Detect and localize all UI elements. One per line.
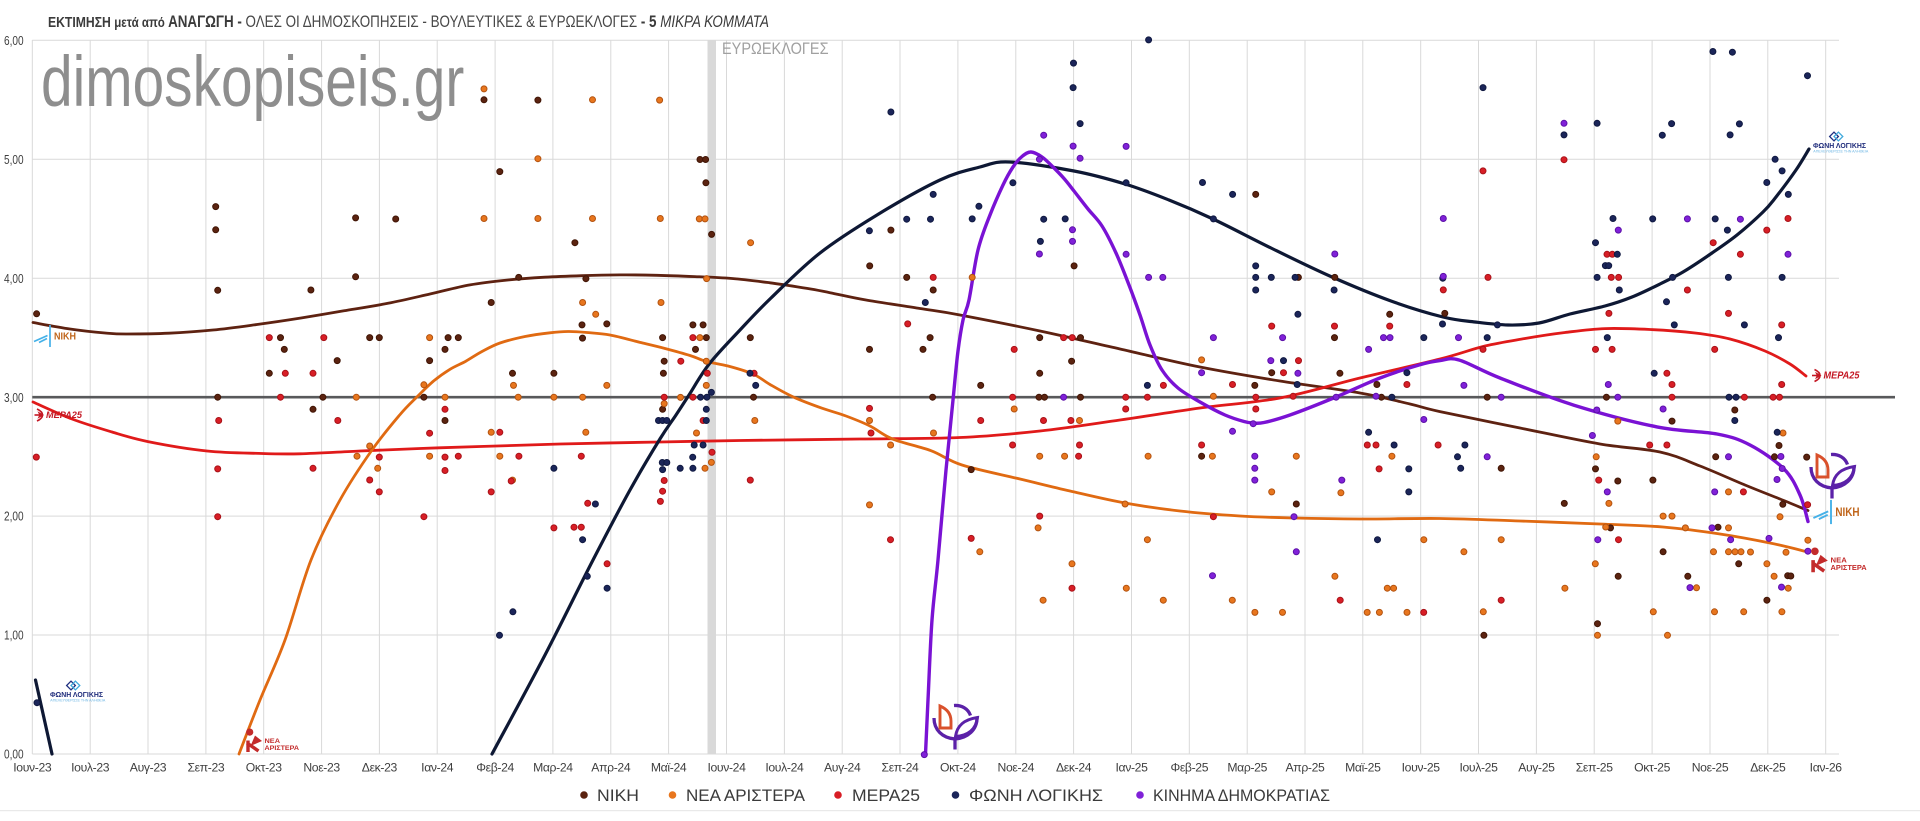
svg-text:dimoskopiseis.gr: dimoskopiseis.gr [41, 42, 464, 122]
svg-text:Δεκ-25: Δεκ-25 [1750, 761, 1786, 775]
svg-text:Ιαν-24: Ιαν-24 [421, 761, 454, 775]
svg-text:5,00: 5,00 [4, 154, 24, 167]
svg-text:ΝΙΚΗ: ΝΙΚΗ [1835, 505, 1859, 519]
svg-text:ΜΕΡΑ25: ΜΕΡΑ25 [852, 786, 920, 805]
svg-text:Νοε-25: Νοε-25 [1692, 761, 1729, 775]
svg-text:Μαρ-24: Μαρ-24 [533, 761, 573, 775]
svg-text:Μαρ-25: Μαρ-25 [1227, 761, 1267, 775]
svg-text:Αυγ-24: Αυγ-24 [824, 761, 861, 775]
svg-text:ΕΚΤΙΜΗΣΗ μετά από ΑΝΑΓΩΓΗ - ΟΛ: ΕΚΤΙΜΗΣΗ μετά από ΑΝΑΓΩΓΗ - ΟΛΕΣ ΟΙ ΔΗΜΟ… [48, 13, 769, 32]
svg-text:ΚΙΝΗΜΑ ΔΗΜΟΚΡΑΤΙΑΣ: ΚΙΝΗΜΑ ΔΗΜΟΚΡΑΤΙΑΣ [1153, 786, 1330, 805]
svg-text:Σεπ-23: Σεπ-23 [187, 761, 224, 775]
svg-text:ΑΡΙΣΤΕΡΑ: ΑΡΙΣΤΕΡΑ [1831, 565, 1867, 572]
svg-text:Οκτ-24: Οκτ-24 [940, 761, 976, 775]
svg-text:2,00: 2,00 [4, 511, 24, 524]
svg-text:1,00: 1,00 [4, 630, 24, 643]
svg-text:Ιαν-26: Ιαν-26 [1810, 761, 1843, 775]
svg-text:ΦΩΝΗ ΛΟΓΙΚΗΣ: ΦΩΝΗ ΛΟΓΙΚΗΣ [50, 690, 103, 699]
svg-text:Απρ-25: Απρ-25 [1286, 761, 1326, 775]
svg-text:ΦΩΝΗ ΛΟΓΙΚΗΣ: ΦΩΝΗ ΛΟΓΙΚΗΣ [1813, 141, 1866, 150]
svg-text:ΝΙΚΗ: ΝΙΚΗ [597, 786, 639, 805]
svg-text:0,00: 0,00 [4, 749, 24, 762]
svg-text:ΝΕΑ: ΝΕΑ [1831, 558, 1847, 565]
svg-text:ΝΙΚΗ: ΝΙΚΗ [54, 331, 76, 343]
svg-text:Ιουν-25: Ιουν-25 [1402, 761, 1441, 775]
svg-text:ΝΕΑ ΑΡΙΣΤΕΡΑ: ΝΕΑ ΑΡΙΣΤΕΡΑ [686, 786, 806, 805]
svg-text:Ιαν-25: Ιαν-25 [1115, 761, 1148, 775]
svg-text:Ιουν-24: Ιουν-24 [707, 761, 746, 775]
svg-text:Αυγ-23: Αυγ-23 [130, 761, 167, 775]
svg-text:Ιουλ-24: Ιουλ-24 [765, 761, 804, 775]
svg-text:Ιουλ-23: Ιουλ-23 [71, 761, 110, 775]
svg-text:ΜΕΡΑ25: ΜΕΡΑ25 [1824, 371, 1860, 382]
svg-text:Μαϊ-25: Μαϊ-25 [1345, 761, 1381, 775]
svg-text:ΝΕΑ: ΝΕΑ [265, 738, 281, 745]
svg-text:Αυγ-25: Αυγ-25 [1518, 761, 1555, 775]
svg-text:6,00: 6,00 [4, 35, 24, 48]
svg-text:ΜΕΡΑ25: ΜΕΡΑ25 [46, 410, 83, 421]
svg-text:Μαϊ-24: Μαϊ-24 [651, 761, 687, 775]
svg-text:4,00: 4,00 [4, 273, 24, 286]
svg-text:Δεκ-24: Δεκ-24 [1056, 761, 1092, 775]
svg-text:Δεκ-23: Δεκ-23 [362, 761, 398, 775]
svg-text:Νοε-23: Νοε-23 [303, 761, 340, 775]
svg-text:ΑΠΕΛΕΥΘΕΡΩΣΕ ΤΗΝ ΑΛΗΘΕΙΑ: ΑΠΕΛΕΥΘΕΡΩΣΕ ΤΗΝ ΑΛΗΘΕΙΑ [1813, 150, 1869, 154]
svg-text:Φεβ-25: Φεβ-25 [1170, 761, 1208, 775]
svg-text:ΕΥΡΩΕΚΛΟΓΕΣ: ΕΥΡΩΕΚΛΟΓΕΣ [722, 40, 829, 58]
svg-text:Σεπ-25: Σεπ-25 [1576, 761, 1613, 775]
svg-text:Σεπ-24: Σεπ-24 [882, 761, 919, 775]
svg-text:Φεβ-24: Φεβ-24 [476, 761, 514, 775]
svg-text:Νοε-24: Νοε-24 [998, 761, 1035, 775]
svg-text:ΑΡΙΣΤΕΡΑ: ΑΡΙΣΤΕΡΑ [265, 745, 300, 752]
svg-text:3,00: 3,00 [4, 392, 24, 405]
svg-text:Οκτ-23: Οκτ-23 [246, 761, 282, 775]
svg-text:ΑΠΕΛΕΥΘΕΡΩΣΕ ΤΗΝ ΑΛΗΘΕΙΑ: ΑΠΕΛΕΥΘΕΡΩΣΕ ΤΗΝ ΑΛΗΘΕΙΑ [50, 699, 106, 703]
svg-text:Ιουν-23: Ιουν-23 [13, 761, 52, 775]
svg-text:Οκτ-25: Οκτ-25 [1634, 761, 1670, 775]
svg-text:Ιουλ-25: Ιουλ-25 [1459, 761, 1498, 775]
svg-text:ΦΩΝΗ ΛΟΓΙΚΗΣ: ΦΩΝΗ ΛΟΓΙΚΗΣ [969, 786, 1103, 805]
svg-text:Απρ-24: Απρ-24 [591, 761, 631, 775]
